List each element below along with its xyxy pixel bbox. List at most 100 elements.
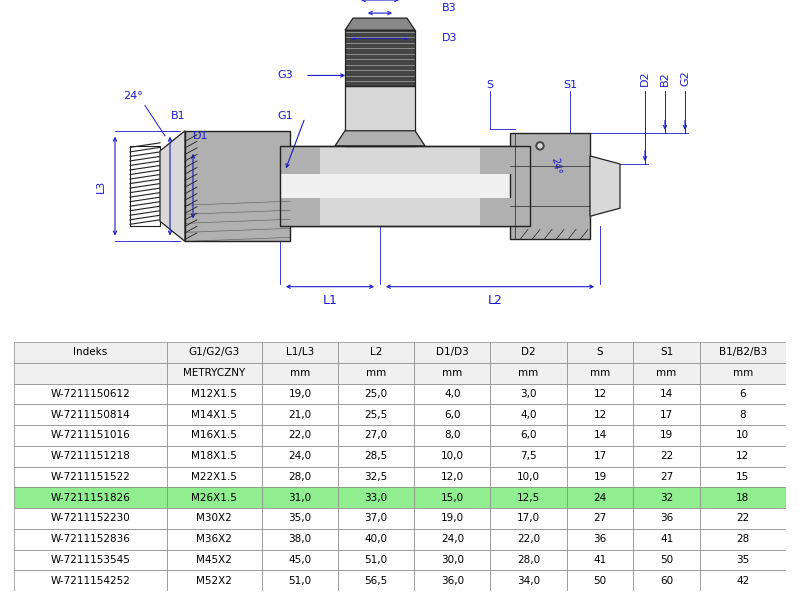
Text: 36: 36 <box>660 514 674 523</box>
FancyBboxPatch shape <box>338 446 414 467</box>
Text: 33,0: 33,0 <box>365 493 388 503</box>
FancyBboxPatch shape <box>262 570 338 591</box>
Text: W-7211152230: W-7211152230 <box>50 514 130 523</box>
Text: 27,0: 27,0 <box>365 430 388 440</box>
FancyBboxPatch shape <box>490 529 566 550</box>
Text: 12: 12 <box>594 389 606 399</box>
Text: 12: 12 <box>594 410 606 419</box>
Text: W-7211154252: W-7211154252 <box>50 575 130 586</box>
Text: 10,0: 10,0 <box>517 472 540 482</box>
FancyBboxPatch shape <box>262 363 338 383</box>
Text: 56,5: 56,5 <box>365 575 388 586</box>
FancyBboxPatch shape <box>566 425 634 446</box>
FancyBboxPatch shape <box>490 487 566 508</box>
FancyBboxPatch shape <box>634 570 700 591</box>
Text: 12,0: 12,0 <box>441 472 464 482</box>
Text: 27: 27 <box>594 514 606 523</box>
Text: 25,5: 25,5 <box>365 410 388 419</box>
Text: 32: 32 <box>660 493 674 503</box>
Text: 7,5: 7,5 <box>520 451 537 461</box>
FancyBboxPatch shape <box>414 363 490 383</box>
FancyBboxPatch shape <box>414 487 490 508</box>
FancyBboxPatch shape <box>262 508 338 529</box>
Text: 6,0: 6,0 <box>444 410 461 419</box>
Text: 42: 42 <box>736 575 750 586</box>
Text: 41: 41 <box>594 555 606 565</box>
FancyBboxPatch shape <box>566 529 634 550</box>
FancyBboxPatch shape <box>634 363 700 383</box>
Text: W-7211151522: W-7211151522 <box>50 472 130 482</box>
FancyBboxPatch shape <box>262 529 338 550</box>
FancyBboxPatch shape <box>634 383 700 404</box>
Text: 35,0: 35,0 <box>289 514 311 523</box>
Text: 12: 12 <box>736 451 750 461</box>
FancyBboxPatch shape <box>262 404 338 425</box>
FancyBboxPatch shape <box>262 425 338 446</box>
Text: 51,0: 51,0 <box>289 575 311 586</box>
Text: W-7211151218: W-7211151218 <box>50 451 130 461</box>
FancyBboxPatch shape <box>345 85 415 146</box>
Text: S1: S1 <box>563 80 577 91</box>
Polygon shape <box>160 131 185 241</box>
FancyBboxPatch shape <box>414 342 490 363</box>
Text: 21,0: 21,0 <box>289 410 311 419</box>
Text: 34,0: 34,0 <box>517 575 540 586</box>
FancyBboxPatch shape <box>280 174 530 198</box>
Text: Indeks: Indeks <box>74 347 108 358</box>
Text: D1/D3: D1/D3 <box>436 347 469 358</box>
Text: 12,5: 12,5 <box>517 493 540 503</box>
Text: M26X1.5: M26X1.5 <box>191 493 238 503</box>
FancyBboxPatch shape <box>566 508 634 529</box>
FancyBboxPatch shape <box>414 383 490 404</box>
Text: mm: mm <box>366 368 386 378</box>
Text: 15: 15 <box>736 472 750 482</box>
FancyBboxPatch shape <box>700 383 786 404</box>
Text: 17: 17 <box>660 410 674 419</box>
Text: 19: 19 <box>594 472 606 482</box>
FancyBboxPatch shape <box>414 570 490 591</box>
FancyBboxPatch shape <box>414 529 490 550</box>
FancyBboxPatch shape <box>490 383 566 404</box>
Polygon shape <box>480 198 530 226</box>
FancyBboxPatch shape <box>566 363 634 383</box>
FancyBboxPatch shape <box>700 467 786 487</box>
Text: 10: 10 <box>736 430 750 440</box>
Text: 14: 14 <box>594 430 606 440</box>
Polygon shape <box>335 131 425 146</box>
FancyBboxPatch shape <box>262 550 338 570</box>
FancyBboxPatch shape <box>566 487 634 508</box>
FancyBboxPatch shape <box>14 529 166 550</box>
Text: 28,0: 28,0 <box>517 555 540 565</box>
Polygon shape <box>590 156 620 216</box>
Text: 40,0: 40,0 <box>365 534 388 544</box>
FancyBboxPatch shape <box>566 383 634 404</box>
Circle shape <box>538 144 542 148</box>
Text: 32,5: 32,5 <box>365 472 388 482</box>
Text: W-7211150814: W-7211150814 <box>50 410 130 419</box>
FancyBboxPatch shape <box>490 467 566 487</box>
FancyBboxPatch shape <box>490 404 566 425</box>
FancyBboxPatch shape <box>166 529 262 550</box>
Text: 24,0: 24,0 <box>289 451 311 461</box>
FancyBboxPatch shape <box>262 467 338 487</box>
Text: M22X1.5: M22X1.5 <box>191 472 238 482</box>
Text: M12X1.5: M12X1.5 <box>191 389 238 399</box>
FancyBboxPatch shape <box>634 550 700 570</box>
Text: 60: 60 <box>660 575 673 586</box>
FancyBboxPatch shape <box>566 550 634 570</box>
Text: 24: 24 <box>594 493 606 503</box>
Text: 27: 27 <box>660 472 674 482</box>
FancyBboxPatch shape <box>166 550 262 570</box>
Text: L1: L1 <box>322 294 338 307</box>
Text: 28: 28 <box>736 534 750 544</box>
FancyBboxPatch shape <box>185 131 290 241</box>
FancyBboxPatch shape <box>14 570 166 591</box>
FancyBboxPatch shape <box>634 342 700 363</box>
Text: D3: D3 <box>442 33 458 43</box>
FancyBboxPatch shape <box>14 404 166 425</box>
Text: L2: L2 <box>370 347 382 358</box>
FancyBboxPatch shape <box>634 508 700 529</box>
Text: S: S <box>597 347 603 358</box>
FancyBboxPatch shape <box>634 487 700 508</box>
Text: W-7211153545: W-7211153545 <box>50 555 130 565</box>
